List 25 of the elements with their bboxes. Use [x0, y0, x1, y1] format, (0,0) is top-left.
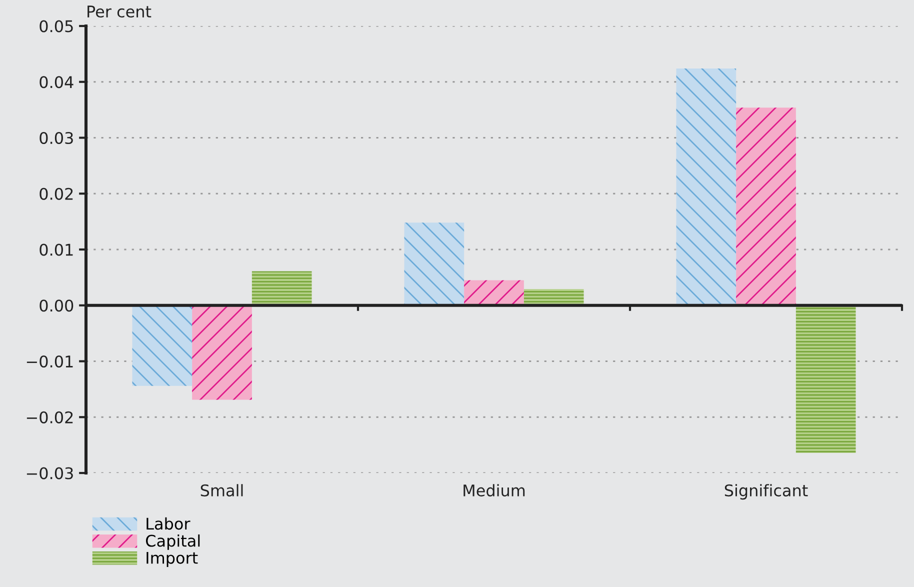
y-tick-label: 0.03	[40, 132, 73, 144]
bar	[252, 271, 312, 306]
bar	[404, 222, 464, 306]
y-tick-label: −0.03	[26, 467, 73, 480]
y-tick-label: 0.05	[40, 20, 73, 32]
y-tick-label: 0.02	[40, 188, 73, 200]
y-tick-label: 0.00	[40, 300, 74, 312]
legend-label: Import	[146, 552, 198, 567]
legend-label: Capital	[146, 534, 200, 550]
bar	[132, 305, 192, 386]
y-tick-label: −0.02	[26, 411, 73, 424]
y-axis-title: Per cent	[88, 6, 152, 18]
bar	[192, 305, 252, 400]
bar	[796, 305, 856, 453]
x-tick-label: Small	[200, 484, 243, 496]
x-tick-label: Significant	[724, 484, 808, 500]
bar	[524, 289, 584, 306]
y-tick-label: −0.01	[26, 355, 73, 368]
bar	[736, 108, 796, 306]
x-tick-label: Medium	[464, 484, 525, 496]
y-tick-label: 0.01	[40, 244, 73, 256]
legend-label: Labor	[146, 517, 190, 530]
y-tick-label: 0.04	[40, 76, 74, 88]
bar	[676, 68, 736, 306]
bar	[464, 280, 524, 306]
